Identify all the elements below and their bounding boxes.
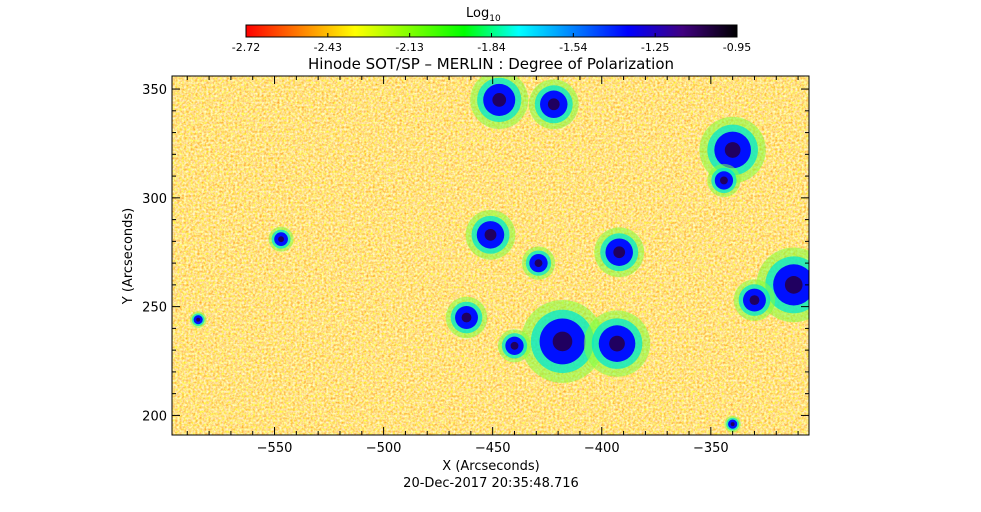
- polarization-patch: [445, 296, 488, 339]
- polarization-patch: [465, 209, 516, 260]
- x-tick-label: −500: [366, 441, 402, 456]
- x-axis: −550 −500 −450 −400 −350: [186, 76, 799, 456]
- polarization-patch: [594, 227, 645, 278]
- x-axis-label: X (Arcseconds): [442, 459, 539, 474]
- colorbar-tick-label: -1.25: [641, 41, 669, 54]
- colorbar-tick-label: -1.84: [477, 41, 505, 54]
- polarization-patch: [583, 310, 651, 377]
- y-axis-label: Y (Arcseconds): [121, 208, 136, 305]
- y-axis: 200 250 300 350: [142, 83, 809, 424]
- x-tick-label: −400: [584, 441, 620, 456]
- polarization-patch: [268, 226, 294, 252]
- polarization-patch: [528, 79, 579, 130]
- colorbar-tick-label: -2.72: [232, 41, 260, 54]
- polarization-features: [189, 76, 809, 433]
- colorbar-label: Log10: [466, 6, 501, 24]
- plot-area: [172, 76, 809, 435]
- colorbar-tick-label: -0.95: [723, 41, 751, 54]
- x-tick-label: −450: [475, 441, 511, 456]
- y-tick-label: 300: [142, 192, 167, 207]
- y-tick-label: 350: [142, 83, 167, 98]
- polarization-patch: [470, 76, 529, 129]
- polarization-patch: [497, 329, 532, 363]
- polarization-patch: [707, 163, 741, 198]
- timestamp: 20-Dec-2017 20:35:48.716: [403, 476, 579, 491]
- plot-frame: [171, 75, 810, 436]
- x-tick-label: −350: [693, 441, 729, 456]
- chart-title: Hinode SOT/SP – MERLIN : Degree of Polar…: [308, 55, 674, 73]
- polarization-patch: [724, 415, 741, 433]
- colorbar-ticks: -2.72 -2.43 -2.13 -1.84 -1.54 -1.25 -0.95: [232, 33, 751, 54]
- colorbar-tick-label: -2.43: [314, 41, 342, 54]
- polarization-patch: [189, 311, 207, 328]
- polarization-patch: [733, 279, 776, 321]
- polarization-patch: [521, 299, 604, 383]
- y-tick-label: 250: [142, 301, 167, 316]
- y-tick-label: 200: [142, 409, 167, 424]
- x-tick-label: −550: [257, 441, 293, 456]
- colorbar-tick-label: -1.54: [559, 41, 587, 54]
- polarization-patch: [521, 246, 556, 280]
- colorbar-tick-label: -2.13: [395, 41, 423, 54]
